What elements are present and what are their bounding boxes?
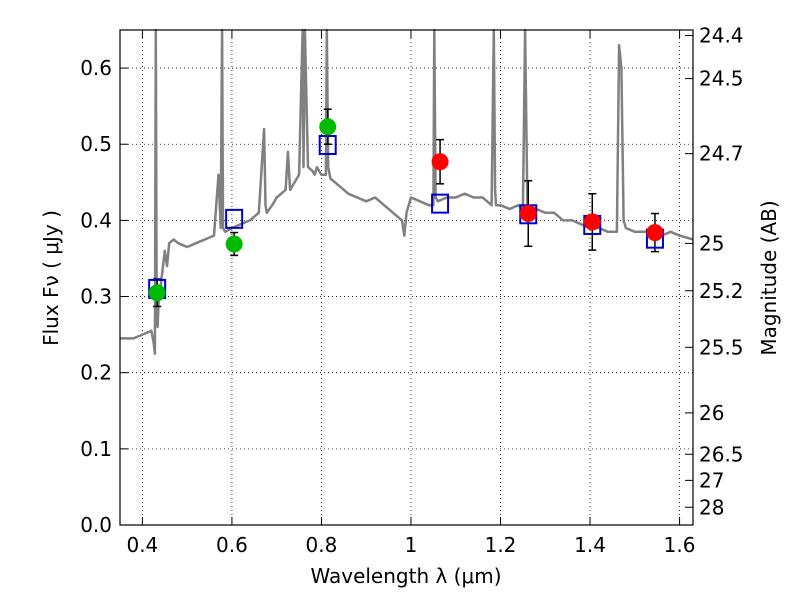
- y-tick-label: 0.1: [80, 437, 112, 461]
- y-tick-label: 0.6: [80, 56, 112, 80]
- magnitude-tick-label: 27: [699, 468, 724, 492]
- magnitude-tick-label: 26.5: [699, 442, 744, 466]
- observed-nir-point: [583, 213, 601, 231]
- y-tick-label: 0.0: [80, 513, 112, 537]
- x-tick-label: 0.4: [126, 533, 158, 557]
- model-photometry-square: [318, 134, 337, 155]
- observed-optical-point: [148, 284, 166, 302]
- x-tick-label: 1.6: [664, 533, 696, 557]
- model-photometry-square: [431, 193, 450, 214]
- y-axis-label: Flux Fν ( μJy ): [39, 210, 63, 346]
- magnitude-tick-label: 24.5: [699, 67, 744, 91]
- observed-nir-point: [646, 224, 664, 242]
- magnitude-tick-label: 25: [699, 231, 724, 255]
- magnitude-tick-label: 24.4: [699, 24, 744, 48]
- observed-optical-point: [319, 118, 337, 136]
- y-tick-label: 0.4: [80, 208, 112, 232]
- magnitude-tick-label: 25.5: [699, 335, 744, 359]
- magnitude-tick-label: 24.7: [699, 142, 744, 166]
- spectrum-line: [120, 28, 694, 355]
- y-tick-label: 0.3: [80, 285, 112, 309]
- x-axis: 0.4 0.6 0.8 1 1.2 1.4 1.6: [126, 30, 695, 557]
- magnitude-tick-label: 25.2: [699, 279, 744, 303]
- magnitude-tick-label: 26: [699, 401, 724, 425]
- magnitude-tick-label: 28: [699, 495, 724, 519]
- magnitude-axis-label: Magnitude (AB): [757, 200, 781, 355]
- x-axis-label: Wavelength λ (μm): [310, 564, 501, 588]
- y-tick-label: 0.2: [80, 361, 112, 385]
- grid: [120, 30, 693, 526]
- x-tick-label: 1: [405, 533, 418, 557]
- observed-points: [148, 118, 664, 302]
- plot-frame: [119, 29, 694, 526]
- y-axis: 0.0 0.1 0.2 0.3 0.4 0.5 0.6: [80, 56, 128, 537]
- model-spectrum: [120, 28, 694, 355]
- observed-nir-point: [519, 205, 537, 223]
- x-tick-label: 0.8: [306, 533, 338, 557]
- y-tick-label: 0.5: [80, 132, 112, 156]
- x-tick-label: 1.2: [485, 533, 517, 557]
- model-photometry-square: [225, 208, 244, 229]
- magnitude-axis: 24.4 24.5 24.7 25 25.2 25.5 26 26.527 28: [685, 24, 744, 519]
- x-tick-label: 0.6: [216, 533, 248, 557]
- plot-background: [120, 30, 693, 525]
- x-tick-label: 1.4: [574, 533, 606, 557]
- observed-nir-point: [431, 153, 449, 171]
- observed-optical-point: [225, 235, 243, 253]
